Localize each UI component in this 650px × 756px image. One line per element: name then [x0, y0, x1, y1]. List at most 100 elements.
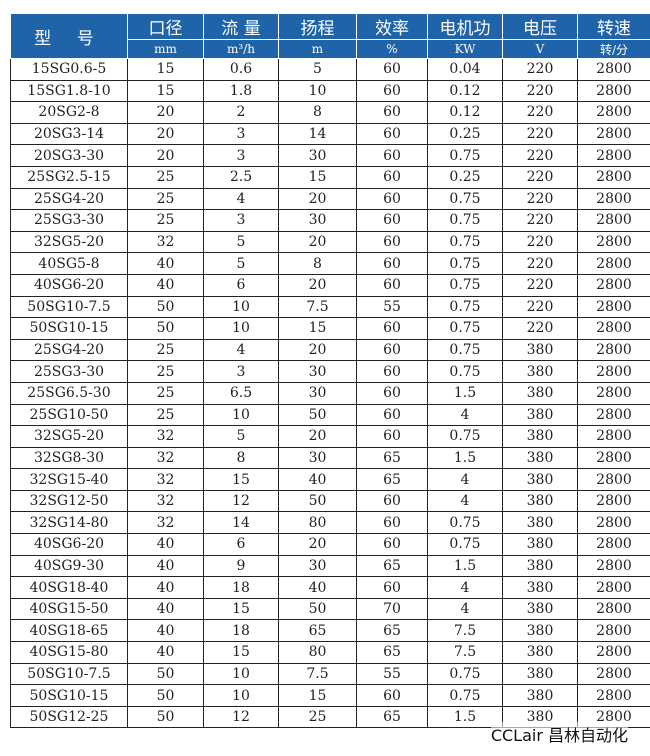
cell-speed: 2800: [577, 446, 650, 470]
cell-diameter: 40: [127, 554, 204, 578]
table-row: 25SG2.5-15 25 2.5 15 60 0.25 220 2800: [10, 165, 650, 189]
cell-flow: 4: [203, 338, 279, 362]
cell-efficiency: 60: [356, 425, 428, 448]
cell-efficiency: 60: [356, 403, 428, 427]
cell-head: 10: [278, 79, 357, 103]
cell-speed: 2800: [577, 662, 650, 686]
table-row: 50SG10-7.5 50 10 7.5 55 0.75 380 2800: [10, 662, 650, 686]
cell-motor-power: 4: [427, 576, 503, 599]
cell-model: 32SG12-50: [10, 489, 128, 513]
cell-voltage: 220: [502, 144, 578, 167]
cell-speed: 2800: [577, 101, 650, 124]
cell-flow: 6.5: [203, 381, 279, 405]
cell-speed: 2800: [577, 230, 650, 254]
unit-motor-power: KW: [427, 39, 503, 59]
cell-flow: 9: [203, 554, 279, 578]
cell-motor-power: 4: [427, 489, 503, 513]
cell-model: 15SG1.8-10: [10, 79, 128, 103]
cell-motor-power: 7.5: [427, 619, 503, 643]
cell-head: 30: [278, 144, 357, 167]
cell-flow: 5: [203, 425, 279, 448]
cell-diameter: 25: [127, 187, 204, 211]
cell-head: 20: [278, 338, 357, 362]
cell-voltage: 380: [502, 619, 578, 643]
cell-efficiency: 60: [356, 58, 428, 81]
cell-motor-power: 1.5: [427, 446, 503, 470]
cell-model: 25SG2.5-15: [10, 165, 128, 189]
cell-diameter: 40: [127, 576, 204, 599]
cell-flow: 3: [203, 144, 279, 167]
cell-flow: 18: [203, 576, 279, 599]
cell-voltage: 380: [502, 403, 578, 427]
cell-diameter: 40: [127, 597, 204, 621]
table-row: 50SG10-15 50 10 15 60 0.75 220 2800: [10, 317, 650, 340]
cell-voltage: 380: [502, 360, 578, 383]
cell-model: 40SG9-30: [10, 554, 128, 578]
cell-flow: 2.5: [203, 165, 279, 189]
cell-head: 15: [278, 317, 357, 340]
cell-speed: 2800: [577, 165, 650, 189]
cell-model: 25SG4-20: [10, 338, 128, 362]
cell-motor-power: 0.75: [427, 662, 503, 686]
header-efficiency: 效率: [356, 13, 428, 40]
table-row: 32SG14-80 32 14 80 60 0.75 380 2800: [10, 511, 650, 535]
cell-flow: 15: [203, 641, 279, 664]
cell-diameter: 20: [127, 144, 204, 167]
cell-motor-power: 7.5: [427, 641, 503, 664]
cell-diameter: 40: [127, 273, 204, 297]
cell-voltage: 220: [502, 252, 578, 275]
cell-flow: 1.8: [203, 79, 279, 103]
cell-model: 25SG6.5-30: [10, 381, 128, 405]
cell-voltage: 220: [502, 101, 578, 124]
cell-head: 25: [278, 705, 357, 729]
table-row: 15SG0.6-5 15 0.6 5 60 0.04 220 2800: [10, 58, 650, 81]
table-row: 32SG5-20 32 5 20 60 0.75 220 2800: [10, 230, 650, 254]
cell-efficiency: 60: [356, 79, 428, 103]
cell-efficiency: 60: [356, 101, 428, 124]
cell-diameter: 32: [127, 446, 204, 470]
cell-efficiency: 60: [356, 533, 428, 556]
cell-flow: 3: [203, 209, 279, 232]
cell-flow: 18: [203, 619, 279, 643]
cell-efficiency: 60: [356, 317, 428, 340]
cell-head: 30: [278, 381, 357, 405]
cell-head: 7.5: [278, 295, 357, 319]
cell-speed: 2800: [577, 144, 650, 167]
cell-voltage: 220: [502, 209, 578, 232]
cell-motor-power: 0.75: [427, 209, 503, 232]
cell-head: 30: [278, 209, 357, 232]
cell-motor-power: 0.75: [427, 511, 503, 535]
cell-head: 30: [278, 554, 357, 578]
cell-speed: 2800: [577, 684, 650, 707]
cell-speed: 2800: [577, 489, 650, 513]
cell-efficiency: 60: [356, 273, 428, 297]
table-row: 32SG8-30 32 8 30 65 1.5 380 2800: [10, 446, 650, 470]
cell-motor-power: 0.75: [427, 360, 503, 383]
cell-speed: 2800: [577, 58, 650, 81]
cell-diameter: 25: [127, 403, 204, 427]
cell-speed: 2800: [577, 597, 650, 621]
cell-efficiency: 60: [356, 252, 428, 275]
cell-model: 32SG5-20: [10, 425, 128, 448]
cell-motor-power: 0.12: [427, 79, 503, 103]
cell-speed: 2800: [577, 209, 650, 232]
cell-motor-power: 0.04: [427, 58, 503, 81]
cell-diameter: 15: [127, 79, 204, 103]
table-row: 25SG4-20 25 4 20 60 0.75 220 2800: [10, 187, 650, 211]
cell-head: 30: [278, 446, 357, 470]
cell-speed: 2800: [577, 619, 650, 643]
cell-speed: 2800: [577, 641, 650, 664]
cell-head: 20: [278, 273, 357, 297]
cell-voltage: 380: [502, 576, 578, 599]
cell-motor-power: 0.75: [427, 317, 503, 340]
cell-diameter: 25: [127, 209, 204, 232]
cell-diameter: 20: [127, 122, 204, 146]
cell-flow: 10: [203, 403, 279, 427]
header-head: 扬程: [278, 13, 357, 40]
unit-efficiency: %: [356, 39, 428, 59]
cell-voltage: 380: [502, 554, 578, 578]
cell-head: 20: [278, 425, 357, 448]
cell-head: 50: [278, 597, 357, 621]
cell-efficiency: 70: [356, 597, 428, 621]
cell-diameter: 32: [127, 511, 204, 535]
